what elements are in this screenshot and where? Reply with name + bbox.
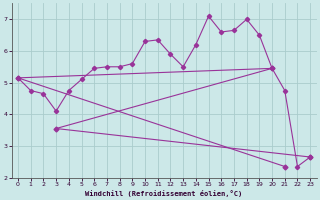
X-axis label: Windchill (Refroidissement éolien,°C): Windchill (Refroidissement éolien,°C) [85, 190, 243, 197]
